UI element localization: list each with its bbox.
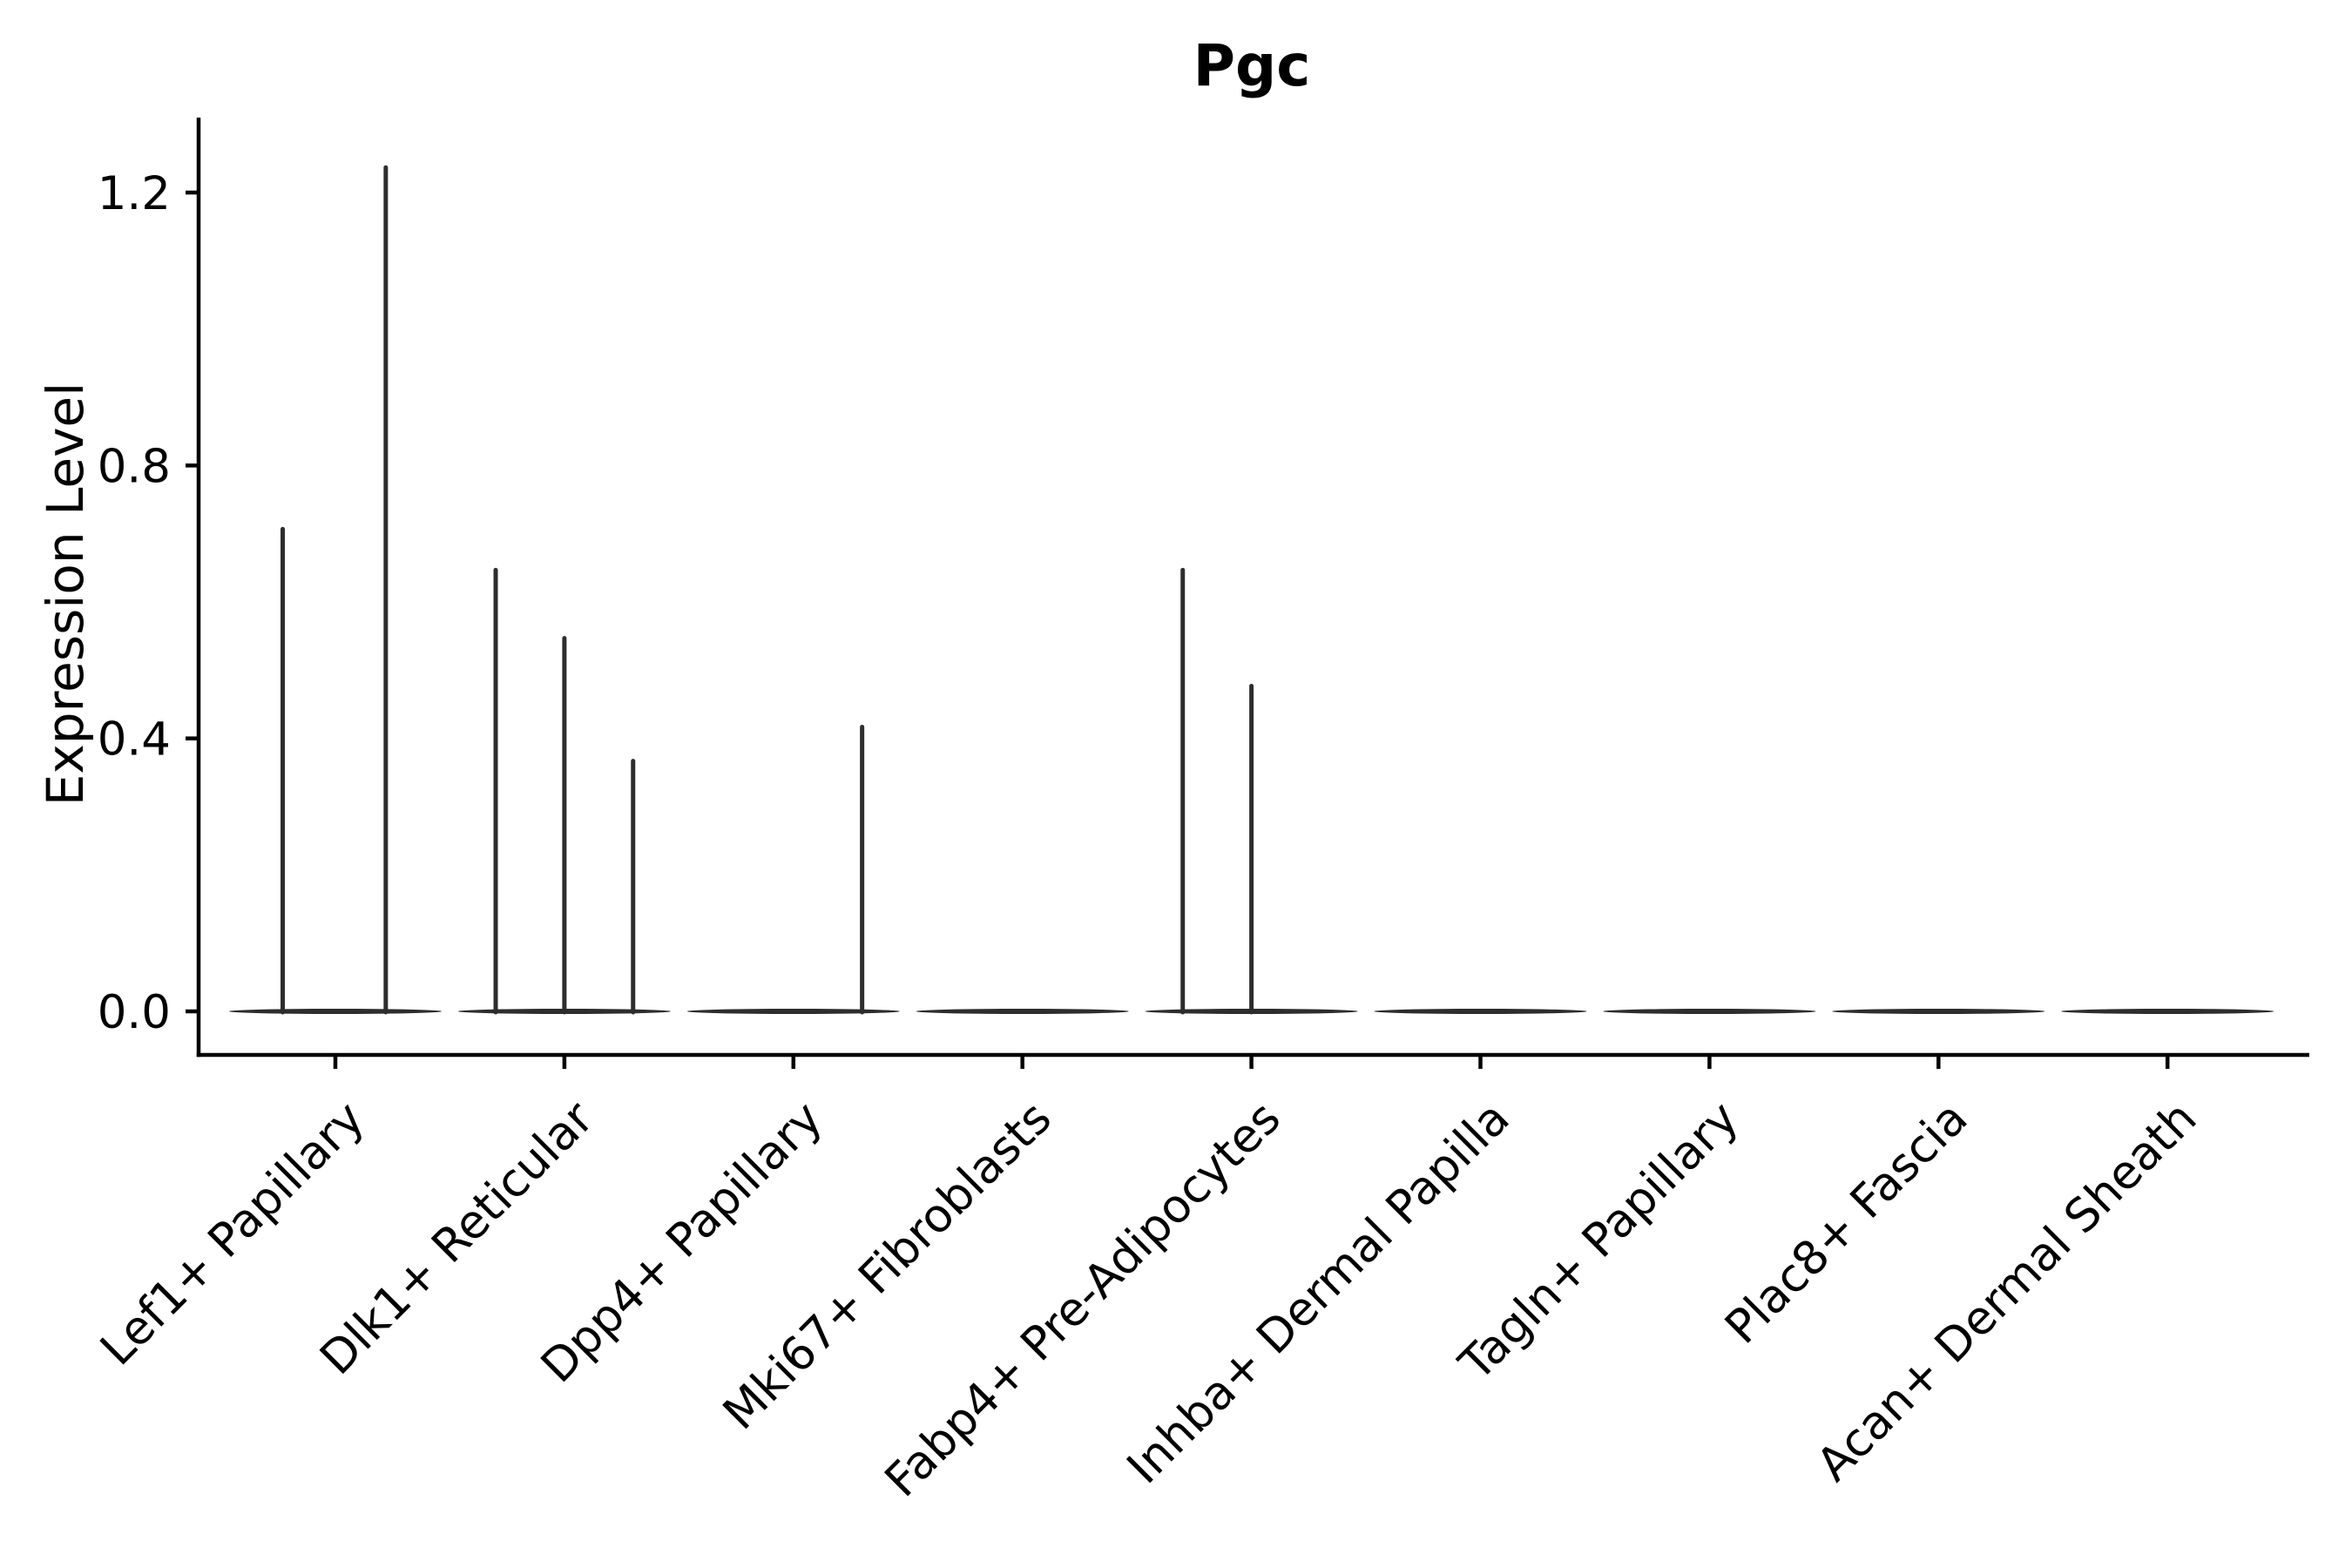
category-label: Fabp4+ Pre-Adipocytes	[875, 1092, 1291, 1507]
chart-title: Pgc	[1193, 32, 1311, 99]
category-label: Inhba+ Dermal Papilla	[1118, 1092, 1520, 1494]
category-label: Plac8+ Fascia	[1715, 1092, 1977, 1354]
violin-body	[1603, 1009, 1816, 1014]
y-tick-label: 1.2	[98, 167, 171, 220]
violin-body	[1832, 1009, 2045, 1014]
y-tick-label: 0.0	[98, 986, 171, 1039]
category-label: Acan+ Dermal Sheath	[1807, 1092, 2207, 1491]
violin-body	[686, 1009, 900, 1014]
violin-body	[916, 1009, 1129, 1014]
violin-body	[2061, 1009, 2274, 1014]
y-axis-label: Expression Level	[36, 382, 95, 806]
y-tick-label: 0.4	[98, 713, 171, 767]
violin-body	[229, 1009, 442, 1014]
y-tick-label: 0.8	[98, 440, 171, 493]
violin-body	[1374, 1009, 1587, 1014]
